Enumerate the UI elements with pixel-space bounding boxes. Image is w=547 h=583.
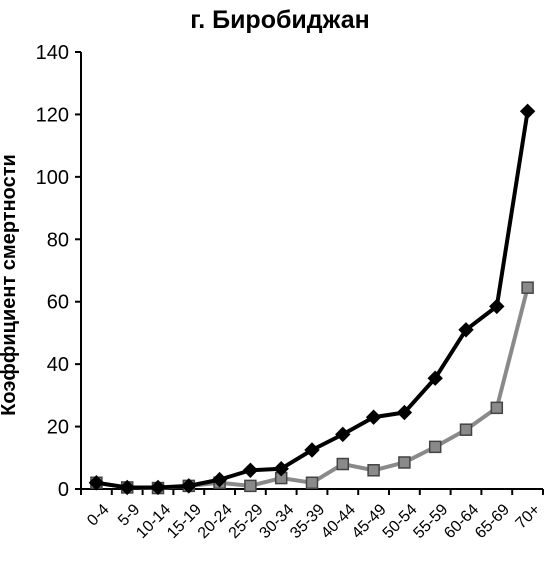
- x-axis-ticks: 0-4 5-910-1415-1920-2425-2930-3435-3940-4…: [80, 489, 544, 542]
- data-point-diamond: [304, 442, 320, 458]
- data-point-diamond: [242, 462, 259, 478]
- x-tick-label: 50-54: [380, 501, 421, 542]
- y-axis-ticks: 0 20 40 60 80 100 120 140: [36, 42, 81, 501]
- series-line: [96, 287, 530, 491]
- data-point-diamond: [150, 479, 166, 496]
- data-point-square: [305, 476, 319, 490]
- data-point-square: [398, 456, 411, 469]
- x-tick-label: 20-24: [195, 501, 236, 542]
- x-tick-label: 25-29: [226, 501, 267, 542]
- data-point-diamond: [119, 479, 135, 496]
- data-point-diamond: [396, 404, 413, 421]
- data-point-diamond: [273, 461, 289, 477]
- data-point-square: [336, 457, 350, 471]
- x-tick-label: 30-34: [256, 501, 297, 542]
- data-point-square: [459, 423, 473, 436]
- data-point-diamond: [181, 478, 197, 494]
- x-tick-label: 35-39: [287, 501, 328, 542]
- data-point-square: [244, 479, 257, 493]
- x-tick-label: 70+: [513, 501, 544, 532]
- data-point-diamond: [335, 426, 351, 443]
- data-point-square: [490, 401, 504, 415]
- x-tick-label: 55-59: [410, 501, 451, 542]
- data-point-square: [521, 281, 534, 294]
- y-tick-label: 0: [58, 479, 69, 501]
- data-point-diamond: [489, 298, 505, 315]
- x-tick-label: 45-49: [349, 501, 390, 542]
- data-point-diamond: [88, 475, 105, 491]
- y-tick-label: 120: [36, 104, 69, 126]
- y-tick-label: 140: [36, 42, 69, 64]
- y-tick-label: 40: [47, 354, 69, 376]
- x-tick-label: 40-44: [318, 501, 359, 542]
- series-group: [88, 103, 536, 496]
- chart-title: г. Биробиджан: [190, 6, 369, 34]
- x-tick-label: 0-4: [84, 501, 112, 529]
- y-tick-label: 80: [47, 229, 69, 251]
- y-axis-label: Коэффициент смертности: [0, 154, 20, 416]
- y-tick-label: 100: [36, 167, 69, 189]
- data-point-diamond: [211, 471, 228, 488]
- data-point-square: [428, 440, 442, 454]
- data-point-diamond: [519, 103, 536, 120]
- y-tick-label: 20: [47, 417, 69, 439]
- x-tick-label: 65-69: [472, 501, 513, 542]
- data-point-diamond: [365, 409, 382, 425]
- data-point-diamond: [427, 370, 443, 386]
- x-tick-label: 60-64: [441, 501, 482, 542]
- y-tick-label: 60: [47, 292, 69, 314]
- x-tick-label: 15-19: [164, 501, 205, 542]
- data-point-diamond: [458, 322, 474, 338]
- data-point-square: [367, 464, 380, 477]
- x-tick-label: 10-14: [133, 501, 174, 542]
